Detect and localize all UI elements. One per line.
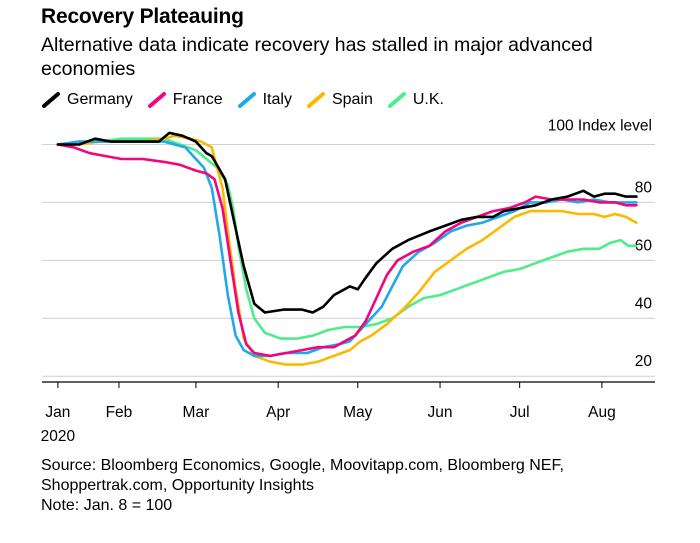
legend-label: Germany (67, 91, 133, 108)
legend-swatch (387, 92, 406, 108)
source-line-2: Shoppertrak.com, Opportunity Insights (41, 477, 315, 494)
legend-item: U.K. (387, 91, 444, 109)
y-tick-label: 20 (635, 353, 653, 370)
legend-item: Germany (41, 91, 133, 109)
legend-item: France (147, 91, 223, 109)
series-line-germany (56, 131, 638, 314)
x-tick-label: May (343, 404, 373, 421)
legend-label: U.K. (412, 91, 444, 108)
x-tick-label: Jun (428, 404, 453, 421)
chart-subtitle: Alternative data indicate recovery has s… (41, 34, 593, 80)
x-tick-label: Apr (266, 404, 290, 421)
x-year-label: 2020 (41, 428, 76, 445)
legend-swatch (42, 92, 60, 108)
y-tick-label: 40 (635, 295, 653, 312)
legend-item: Spain (306, 91, 373, 109)
series-line-france (56, 143, 638, 358)
series-line-uk (56, 137, 638, 340)
chart-title: Recovery Plateauing (41, 5, 244, 28)
legend-item: Italy (237, 91, 292, 109)
note-line: Note: Jan. 8 = 100 (41, 497, 173, 514)
legend-label: France (172, 91, 223, 108)
legend-label: Spain (331, 91, 373, 108)
x-tick-label: Jul (510, 404, 530, 421)
x-tick-label: Aug (588, 404, 616, 421)
legend-swatch (147, 92, 166, 108)
legend-label: Italy (262, 91, 292, 108)
legend-swatch (306, 92, 325, 108)
source-line-1: Source: Bloomberg Economics, Google, Moo… (41, 457, 564, 474)
x-tick-label: Jan (45, 404, 70, 421)
series-line-italy (56, 140, 638, 358)
legend-swatch (237, 92, 256, 108)
source-notes: Source: Bloomberg Economics, Google, Moo… (41, 456, 564, 516)
x-tick-label: Feb (106, 404, 133, 421)
series-line-spain (56, 134, 638, 366)
y-tick-label: 80 (635, 179, 653, 196)
legend: Germany France Italy Spain U.K. (41, 89, 458, 111)
y-unit-label: 100 Index level (548, 117, 652, 134)
y-tick-label: 60 (635, 237, 653, 254)
x-tick-label: Mar (183, 404, 210, 421)
